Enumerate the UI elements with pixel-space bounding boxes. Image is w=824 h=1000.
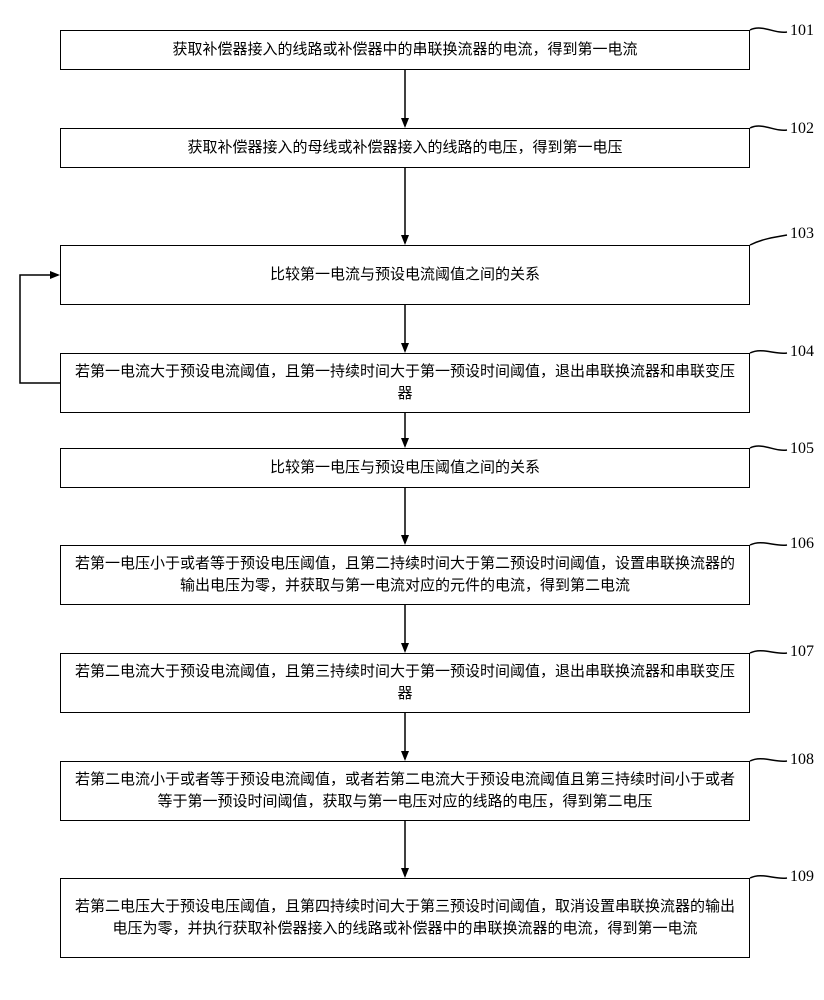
step-108: 若第二电流小于或者等于预设电流阈值，或者若第二电流大于预设电流阈值且第三持续时间… (60, 761, 750, 821)
step-label-105: 105 (790, 440, 814, 458)
step-109: 若第二电压大于预设电压阈值，且第四持续时间大于第三预设时间阈值，取消设置串联换流… (60, 878, 750, 958)
step-102-text: 获取补偿器接入的母线或补偿器接入的线路的电压，得到第一电压 (187, 137, 622, 160)
step-109-text: 若第二电压大于预设电压阈值，且第四持续时间大于第三预设时间阈值，取消设置串联换流… (75, 896, 735, 941)
step-103-text: 比较第一电流与预设电流阈值之间的关系 (270, 264, 540, 287)
flowchart-canvas: 获取补偿器接入的线路或补偿器中的串联换流器的电流，得到第一电流 101 获取补偿器接… (0, 0, 824, 1000)
step-103: 比较第一电流与预设电流阈值之间的关系 (60, 245, 750, 305)
step-label-101: 101 (790, 22, 814, 40)
leader-109 (750, 876, 787, 879)
feedback-arrow-104-to-103 (20, 275, 60, 383)
step-105-text: 比较第一电压与预设电压阈值之间的关系 (270, 457, 540, 480)
step-105: 比较第一电压与预设电压阈值之间的关系 (60, 448, 750, 488)
step-104: 若第一电流大于预设电流阈值，且第一持续时间大于第一预设时间阈值，退出串联换流器和… (60, 353, 750, 413)
leader-104 (750, 351, 787, 354)
step-label-106: 106 (790, 535, 814, 553)
step-102: 获取补偿器接入的母线或补偿器接入的线路的电压，得到第一电压 (60, 128, 750, 168)
step-106-text: 若第一电压小于或者等于预设电压阈值，且第二持续时间大于第二预设时间阈值，设置串联… (75, 553, 735, 598)
step-label-104: 104 (790, 343, 814, 361)
step-106: 若第一电压小于或者等于预设电压阈值，且第二持续时间大于第二预设时间阈值，设置串联… (60, 545, 750, 605)
step-101: 获取补偿器接入的线路或补偿器中的串联换流器的电流，得到第一电流 (60, 30, 750, 70)
step-107: 若第二电流大于预设电流阈值，且第三持续时间大于第一预设时间阈值，退出串联换流器和… (60, 653, 750, 713)
leader-107 (750, 651, 787, 654)
leader-105 (750, 446, 787, 450)
step-label-109: 109 (790, 868, 814, 886)
leader-101 (750, 28, 787, 32)
leader-102 (750, 126, 787, 130)
leader-106 (750, 543, 787, 546)
step-107-text: 若第二电流大于预设电流阈值，且第三持续时间大于第一预设时间阈值，退出串联换流器和… (75, 661, 735, 706)
step-label-107: 107 (790, 643, 814, 661)
step-104-text: 若第一电流大于预设电流阈值，且第一持续时间大于第一预设时间阈值，退出串联换流器和… (75, 361, 735, 406)
step-label-108: 108 (790, 751, 814, 769)
step-101-text: 获取补偿器接入的线路或补偿器中的串联换流器的电流，得到第一电流 (172, 39, 637, 62)
step-label-103: 103 (790, 225, 814, 243)
leader-108 (750, 759, 787, 762)
step-108-text: 若第二电流小于或者等于预设电流阈值，或者若第二电流大于预设电流阈值且第三持续时间… (75, 769, 735, 814)
step-label-102: 102 (790, 120, 814, 138)
leader-103 (750, 235, 787, 245)
